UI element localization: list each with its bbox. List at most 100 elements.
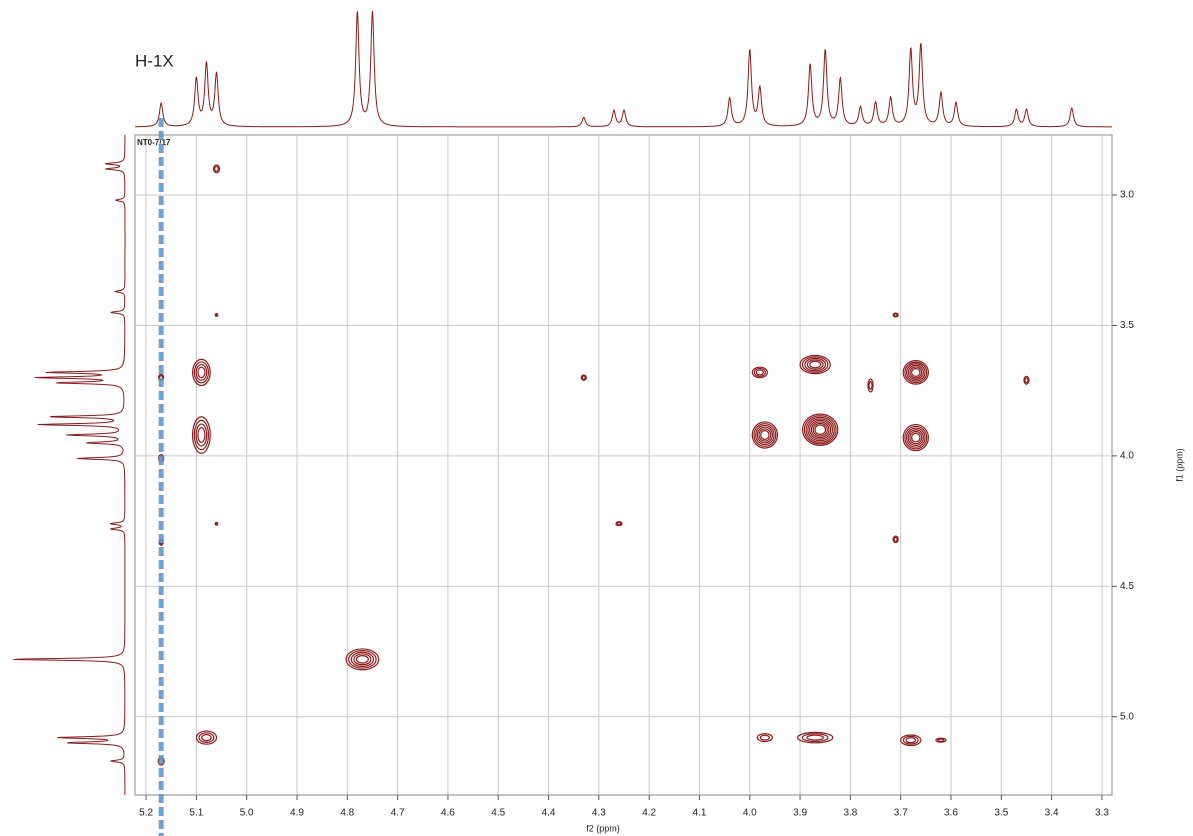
cross-peak (900, 734, 922, 747)
cross-peak (902, 423, 929, 452)
contour-ring (195, 730, 218, 745)
contour-ring (581, 375, 586, 380)
contour-ring (758, 428, 772, 442)
contour-ring (892, 312, 899, 318)
contour-ring (215, 313, 218, 317)
contour-ring (753, 367, 766, 377)
y-tick-label: 4.0 (1120, 451, 1134, 462)
top-projection (135, 10, 1112, 128)
contour-ring (753, 423, 777, 447)
contour-ring (809, 419, 832, 440)
contour-ring (935, 737, 947, 743)
cross-peak (756, 733, 774, 743)
cross-peak (580, 374, 587, 381)
contour-ring (192, 416, 211, 454)
cross-peak (892, 312, 899, 318)
contour-ring (909, 430, 923, 445)
contour-ring (760, 430, 770, 440)
contour-ring (905, 363, 926, 382)
contour-ring (911, 367, 921, 377)
x-tick-label: 3.7 (894, 808, 908, 819)
left-projection (13, 135, 126, 795)
y-tick-label: 3.5 (1120, 320, 1134, 331)
contour-ring (198, 732, 215, 743)
contour-ring (755, 369, 764, 376)
x-tick-label: 4.1 (693, 808, 707, 819)
contour-ring (756, 426, 774, 444)
plot-frame (134, 134, 1113, 796)
contour-ring (814, 424, 827, 436)
contour-ring (904, 361, 928, 384)
contour-ring (902, 360, 929, 385)
contour-ring (904, 425, 928, 450)
cross-peak (615, 521, 623, 527)
contour-ring (807, 418, 834, 442)
contour-ring (350, 651, 375, 668)
contour-ring (902, 735, 919, 745)
x-tick-label: 3.9 (793, 808, 807, 819)
x-tick-label: 3.4 (1045, 808, 1059, 819)
contour-ring (1024, 377, 1029, 384)
contour-ring (615, 521, 623, 527)
contour-ring (907, 364, 924, 381)
contour-ring (868, 380, 873, 390)
x-tick-label: 4.6 (441, 808, 455, 819)
contour-ring (812, 422, 828, 437)
contour-ring (756, 733, 774, 743)
contour-ring (804, 357, 827, 372)
contour-ring (580, 374, 587, 381)
contour-ring (905, 737, 917, 744)
x-tick-label: 4.2 (642, 808, 656, 819)
cross-peak (751, 421, 779, 449)
cross-peak (799, 354, 831, 375)
x-tick-label: 3.5 (994, 808, 1008, 819)
cross-peak (935, 737, 947, 743)
x-tick-label: 3.3 (1095, 808, 1109, 819)
contour-ring (801, 413, 839, 447)
contour-ring (810, 421, 830, 439)
contour-ring (909, 366, 923, 379)
contour-ring (809, 360, 822, 369)
cross-peak (214, 521, 219, 526)
y-axis-label: f1 (ppm) (1174, 448, 1184, 482)
contour-ring (193, 419, 210, 451)
y-tick-label: 4.5 (1120, 581, 1134, 592)
x-axis-label: f2 (ppm) (586, 823, 620, 833)
contour-ring (212, 164, 221, 174)
x-tick-label: 5.2 (139, 808, 153, 819)
x-tick-label: 4.3 (592, 808, 606, 819)
contour-ring (192, 358, 211, 387)
annotation: NT0-7/17 (137, 138, 171, 147)
contour-ring (197, 366, 206, 379)
contour-ring (905, 427, 926, 448)
contour-ring (799, 354, 831, 375)
cross-peak (345, 648, 380, 671)
contour-ring (806, 734, 824, 741)
contour-ring (616, 521, 622, 526)
contour-ring (355, 654, 369, 664)
contour-ring (751, 366, 768, 379)
y-tick-label: 3.0 (1120, 190, 1134, 201)
cross-peak (751, 366, 768, 379)
contour-ring (215, 522, 218, 526)
contour-ring (902, 423, 929, 452)
x-tick-label: 4.7 (391, 808, 405, 819)
contour-ring (197, 427, 206, 443)
contour-ring (806, 359, 824, 370)
cross-peak (902, 360, 929, 385)
cross-peak (867, 378, 874, 393)
contour-ring (201, 733, 212, 742)
contour-ring (801, 733, 829, 743)
cross-peak (214, 313, 219, 317)
annotation: H-1X (135, 51, 174, 70)
cross-peak (192, 416, 211, 454)
x-tick-label: 5.0 (240, 808, 254, 819)
x-tick-label: 4.8 (340, 808, 354, 819)
contour-ring (1023, 375, 1030, 385)
contour-ring (193, 361, 210, 384)
contour-ring (907, 429, 924, 447)
x-tick-label: 5.1 (189, 808, 203, 819)
cross-peak (212, 164, 221, 174)
contour-ring (803, 415, 837, 445)
